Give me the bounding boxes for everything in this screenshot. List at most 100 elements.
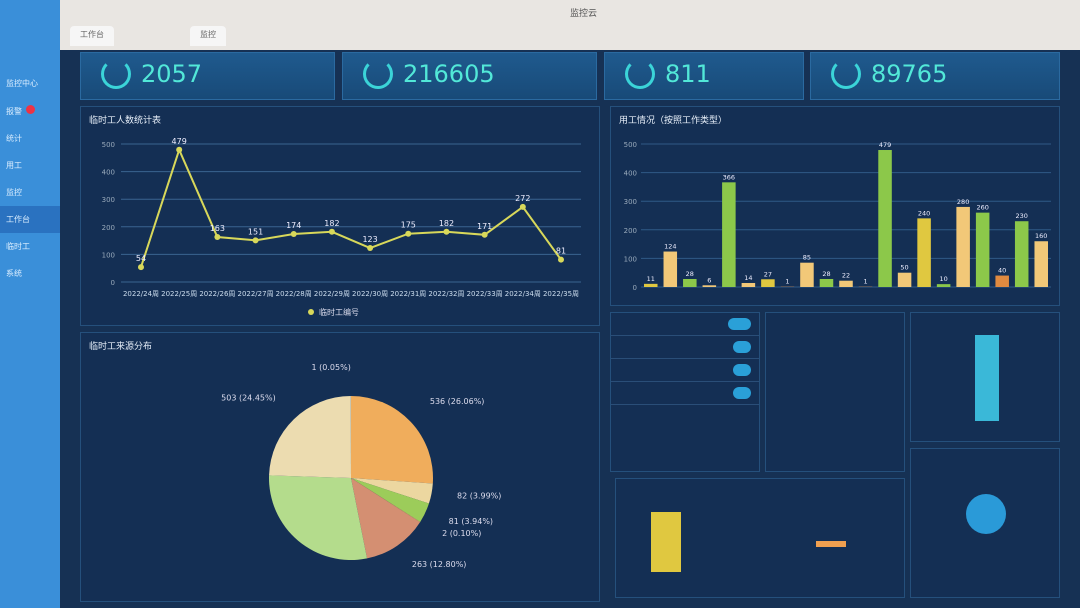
data-label: 163 [210, 224, 225, 233]
project-bar-panel [615, 478, 905, 598]
bar-label: 260 [976, 204, 988, 212]
pie-chart: 536 (26.06%) 82 (3.99%) 81 (3.94%) 2 (0.10%… [221, 363, 501, 569]
ring-icon [625, 59, 655, 89]
bar-label: 1 [863, 278, 867, 286]
legend-label: 临时工编号 [319, 307, 359, 317]
legend-marker [308, 309, 314, 315]
x-tick-label: 2022/27周 [237, 290, 273, 298]
stat-value: 811 [665, 60, 711, 88]
data-label: 182 [439, 219, 454, 228]
sidebar-item[interactable]: 系统 [6, 269, 22, 278]
bar-chart-panel: 用工情况（按照工作类型） 0 100 200 300 400 500 11 124 28 6 366… [610, 106, 1060, 306]
data-point [214, 234, 221, 241]
slice-label: 1 (0.05%) [312, 363, 351, 372]
bar-chart: 0 100 200 300 400 500 11 124 28 6 366 14 27 1 85 28 22 1 4… [624, 141, 1051, 292]
y-tick-label: 400 [102, 169, 115, 177]
bar [956, 206, 970, 287]
bar [819, 278, 834, 287]
stat-card: 2057 [80, 52, 335, 100]
sidebar-item[interactable]: 临时工 [6, 242, 30, 251]
x-tick-label: 2022/32周 [428, 290, 464, 298]
bar-label: 366 [723, 173, 735, 181]
list-pill[interactable] [732, 364, 751, 376]
stat-value: 89765 [871, 60, 948, 88]
list-panel [765, 312, 905, 472]
x-tick-label: 2022/33周 [467, 290, 503, 298]
bar-label: 230 [1016, 212, 1028, 220]
bar [878, 150, 892, 287]
slice-label: 82 (3.99%) [457, 492, 501, 501]
sidebar-item[interactable]: 统计 [6, 134, 22, 143]
y-tick-label: 200 [102, 224, 115, 232]
list-pill[interactable] [732, 341, 751, 353]
data-point [443, 228, 450, 235]
ring-icon [101, 59, 131, 89]
bar [800, 262, 814, 287]
bar-label: 160 [1035, 232, 1047, 240]
bar [1014, 221, 1029, 287]
tab-monitor[interactable]: 监控 [190, 26, 226, 46]
bar [644, 283, 658, 287]
bar-label: 280 [957, 198, 969, 206]
bar-label: 240 [918, 209, 930, 217]
list-pill[interactable] [728, 318, 751, 330]
data-point [367, 245, 374, 252]
data-label: 272 [515, 194, 530, 203]
bar [651, 512, 681, 572]
data-point [519, 203, 526, 210]
bar [761, 279, 775, 287]
stat-card: 811 [604, 52, 804, 100]
bar [839, 280, 853, 287]
pie-slice [351, 478, 421, 523]
bar [897, 272, 912, 287]
x-tick-label: 2022/34周 [505, 290, 541, 298]
bar-label: 40 [998, 267, 1006, 275]
bar-label: 85 [803, 254, 811, 262]
x-tick-label: 2022/28周 [276, 290, 312, 298]
line-chart: 0 100 200 300 400 500 2022/24周 2022/25周 2022/26周… [102, 137, 581, 317]
x-tick-label: 2022/35周 [543, 290, 579, 298]
small-bar-panel [910, 312, 1060, 442]
data-label: 175 [401, 221, 416, 230]
ring-icon [363, 59, 393, 89]
bar-label: 14 [744, 274, 752, 282]
bar [917, 218, 931, 287]
bar [663, 251, 678, 287]
sidebar-item[interactable]: 工作台 [0, 206, 60, 233]
bar [722, 182, 736, 287]
ring-icon [831, 59, 861, 89]
data-label: 151 [248, 227, 263, 236]
data-point [176, 146, 183, 153]
sidebar-item[interactable]: 监控中心 [6, 79, 38, 88]
data-label: 81 [556, 247, 566, 256]
bar-label: 479 [879, 141, 891, 149]
tab-workbench[interactable]: 工作台 [70, 26, 114, 46]
bar [816, 541, 846, 547]
bar-label: 28 [686, 270, 694, 278]
list-panel [610, 312, 760, 472]
y-tick-label: 0 [111, 279, 115, 287]
bar-label: 6 [707, 276, 711, 284]
x-tick-label: 2022/25周 [161, 290, 197, 298]
bar [975, 212, 990, 287]
sidebar-item[interactable]: 报警 [0, 97, 60, 125]
x-tick-label: 2022/26周 [199, 290, 235, 298]
bar [741, 282, 756, 287]
sidebar-item[interactable]: 监控 [6, 188, 22, 197]
bar-label: 1 [785, 278, 789, 286]
bar [683, 278, 697, 287]
dashboard: 2057 216605 811 89765 临时工人数统计表 0 100 200 30… [70, 50, 1070, 608]
y-tick-label: 500 [624, 141, 637, 149]
sidebar-item[interactable]: 用工 [6, 161, 22, 170]
data-point [481, 231, 488, 238]
y-tick-label: 100 [102, 251, 115, 259]
pie-slice [351, 478, 433, 504]
list-pill[interactable] [732, 387, 751, 399]
series-line [140, 146, 562, 268]
bar-label: 11 [647, 275, 655, 283]
bar [975, 335, 999, 421]
stat-value: 216605 [403, 60, 495, 88]
data-label: 54 [136, 254, 146, 263]
data-point [138, 264, 144, 271]
x-tick-label: 2022/24周 [123, 290, 159, 298]
